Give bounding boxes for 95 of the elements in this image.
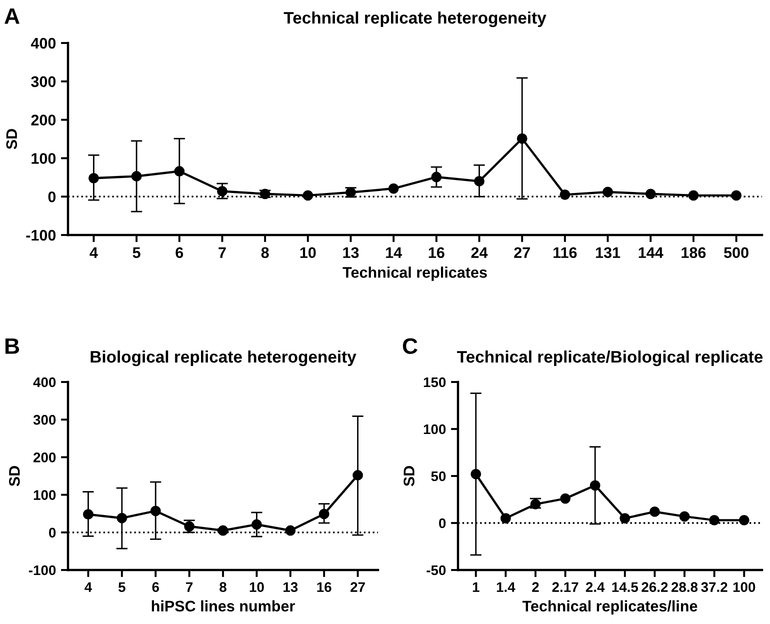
text: B [5, 338, 20, 354]
chart-title: Technical replicate/Biological replicate [457, 350, 763, 366]
x-tick-label: 37.2 [701, 582, 728, 592]
x-tick-label: 4 [84, 582, 92, 592]
x-tick-label: 5 [118, 582, 126, 592]
y-tick-label: -100 [26, 230, 56, 241]
x-tick-label: 16 [317, 582, 332, 592]
point [470, 468, 482, 480]
x-tick-label: 2.17 [552, 582, 578, 592]
point [88, 172, 99, 184]
y-tick-label: 0 [49, 528, 56, 538]
x-tick-label: 4 [90, 247, 98, 258]
x-tick-label: 27 [350, 582, 365, 592]
point [116, 512, 128, 524]
chart-title: Technical replicate heterogeneity [284, 11, 546, 28]
point [500, 513, 511, 524]
y-tick-label: 400 [33, 377, 56, 388]
chart-title: Biological replicate heterogeneity [90, 350, 356, 366]
x-tick-label: 8 [220, 582, 226, 592]
x-tick-label: 144 [638, 247, 664, 258]
x-tick-label: 100 [733, 582, 756, 592]
x-tick-label: 1 [472, 582, 480, 592]
x-axis-title: Technical replicates/line [522, 600, 698, 615]
x-tick-label: 28.8 [671, 582, 698, 592]
x-tick-label: 24 [471, 247, 488, 258]
y-tick-label: 0 [439, 518, 446, 528]
point [352, 470, 363, 480]
point [218, 525, 228, 536]
x-tick-label: 500 [724, 247, 748, 258]
y-tick-label: 300 [33, 414, 56, 425]
point [174, 166, 185, 176]
y-tick-label: 0 [48, 191, 56, 202]
point [150, 506, 161, 516]
x-tick-label: 27 [514, 247, 530, 258]
point [602, 186, 613, 198]
point [649, 506, 660, 517]
x-tick-label: 10 [250, 582, 264, 592]
x-tick-label: 116 [554, 247, 577, 258]
x-tick-label: 186 [682, 247, 706, 258]
y-tick-label: 100 [424, 424, 446, 434]
x-tick-label: 6 [152, 582, 159, 592]
x-tick-label: 13 [284, 582, 298, 592]
y-tick-label: -50 [426, 565, 446, 576]
point [731, 190, 742, 201]
point [560, 189, 570, 200]
x-tick-label: 10 [300, 247, 316, 258]
point [688, 190, 699, 201]
point [474, 176, 484, 186]
y-tick-label: 100 [32, 153, 56, 164]
point [560, 493, 571, 504]
point [620, 513, 630, 524]
point [590, 480, 600, 491]
y-tick-label: 150 [424, 377, 446, 388]
x-tick-label: 6 [176, 247, 184, 258]
x-tick-label: 13 [343, 247, 359, 258]
y-tick-label: 100 [34, 490, 56, 500]
y-axis-title: SD [6, 129, 18, 150]
y-axis-title: SD [9, 466, 20, 486]
x-tick-label: 2.4 [586, 582, 605, 592]
y-tick-label: 50 [431, 471, 446, 482]
x-tick-label: 14.5 [612, 582, 638, 592]
x-axis-title: Technical replicates [342, 266, 487, 281]
point [217, 186, 228, 196]
x-axis-title: hiPSC lines number [152, 600, 295, 612]
x-tick-label: 7 [186, 582, 193, 592]
point [251, 519, 262, 530]
x-tick-label: 5 [132, 247, 140, 258]
point [431, 172, 442, 182]
x-tick-label: 16 [428, 247, 444, 258]
point [738, 514, 750, 526]
point [83, 509, 94, 520]
x-tick-label: 1.4 [496, 582, 516, 592]
y-tick-label: -100 [28, 565, 56, 576]
point [645, 188, 656, 200]
y-tick-label: 400 [30, 38, 56, 49]
y-tick-label: 200 [31, 114, 56, 126]
x-tick-label: 14 [386, 247, 402, 258]
x-tick-label: 26.2 [642, 582, 668, 592]
point [302, 190, 314, 201]
point [318, 508, 330, 520]
x-tick-label: 131 [596, 247, 620, 258]
y-tick-label: 300 [31, 76, 56, 88]
text: C [402, 338, 418, 354]
point [679, 511, 690, 522]
x-tick-label: 2 [532, 582, 539, 592]
y-tick-label: 200 [34, 452, 56, 462]
point [388, 183, 399, 194]
x-tick-label: 8 [261, 247, 269, 258]
point [709, 514, 720, 526]
y-axis-title: SD [404, 466, 414, 486]
point [131, 171, 142, 182]
x-tick-label: 7 [218, 247, 226, 258]
point [285, 525, 296, 536]
text: A [4, 8, 20, 24]
point [516, 133, 528, 144]
